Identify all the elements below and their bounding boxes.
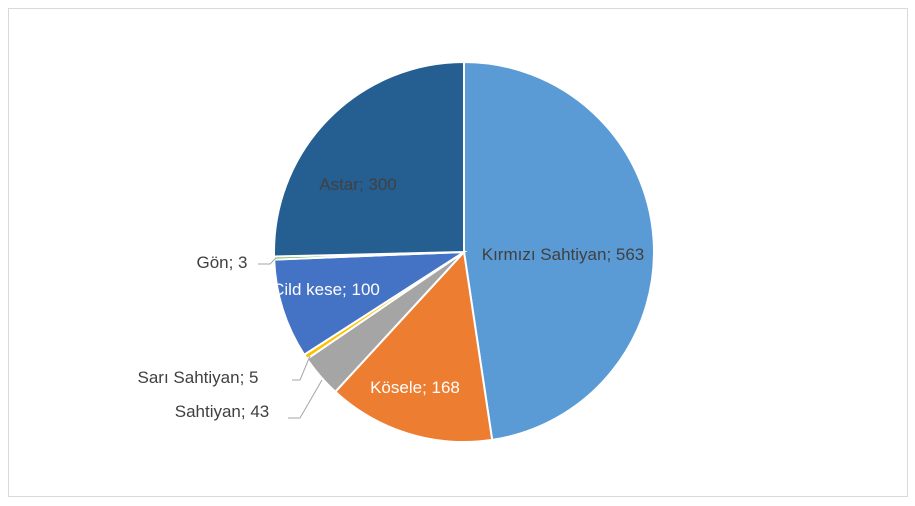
data-label: Gön; 3 <box>196 253 248 272</box>
data-label: Astar; 300 <box>319 175 397 194</box>
data-label: Sarı Sahtiyan; 5 <box>137 368 259 387</box>
leader-line <box>258 257 277 265</box>
leader-line <box>288 379 323 419</box>
leader-line <box>292 355 311 381</box>
pie-slice <box>273 250 468 357</box>
pie-slice <box>463 60 655 442</box>
data-label: Sahtiyan; 43 <box>174 402 270 421</box>
pie-slice <box>273 60 465 258</box>
data-label: Cild kese; 100 <box>272 280 380 299</box>
data-label: Kösele; 168 <box>370 378 460 397</box>
data-label: Kırmızı Sahtiyan; 563 <box>481 245 645 264</box>
pie-slice <box>333 249 494 443</box>
